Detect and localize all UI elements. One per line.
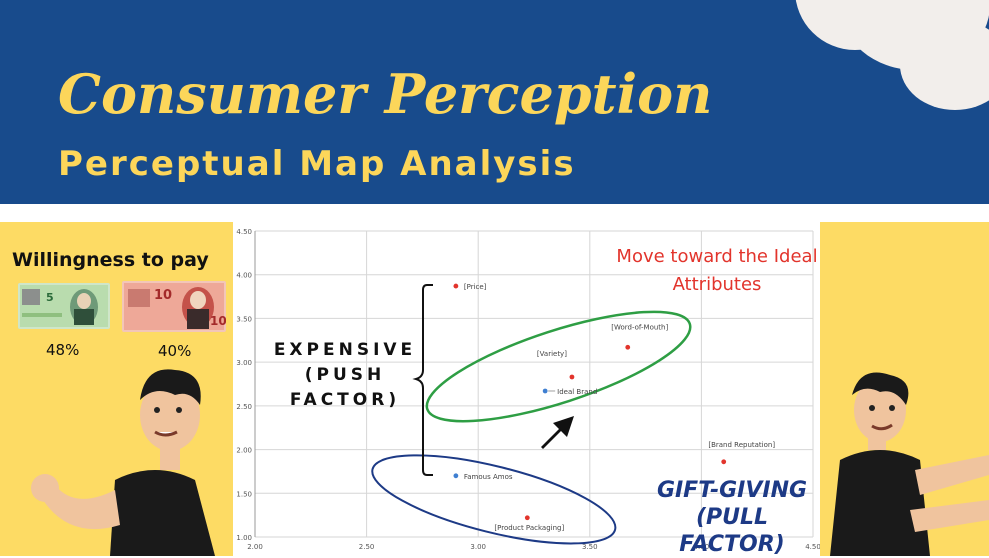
ten-dollar-note-image: 10 10: [122, 281, 226, 332]
y-tick-label: 3.50: [236, 315, 252, 323]
point-label: [Variety]: [537, 350, 567, 358]
pushing-man-illustration: [830, 372, 989, 556]
y-tick-label: 4.00: [236, 272, 252, 280]
five-dollar-percent: 48%: [46, 341, 80, 359]
ideal-group-ellipse: [425, 310, 692, 423]
point-brand-reputation: [721, 459, 727, 465]
svg-text:10: 10: [210, 314, 226, 328]
x-tick-label: 2.00: [247, 543, 263, 551]
famous-amos-group-ellipse: [371, 454, 617, 545]
svg-text:10: 10: [154, 288, 172, 303]
point-ideal-brand: [542, 388, 548, 394]
chart-background: [233, 222, 820, 556]
page-title: Consumer Perception: [58, 62, 713, 126]
point-variety: [569, 374, 575, 380]
thinking-man-illustration: [31, 369, 215, 556]
header-banner: [0, 0, 989, 204]
point-famous-amos: [453, 473, 459, 479]
y-tick-label: 2.00: [236, 447, 252, 455]
y-tick-label: 2.50: [236, 403, 252, 411]
point-label: Famous Amos: [464, 473, 513, 481]
x-tick-label: 4.00: [694, 543, 710, 551]
expensive-brace: [412, 284, 433, 476]
point-label: Ideal Brand: [557, 388, 597, 396]
expensive-annotation: EXPENSIVE (PUSH FACTOR): [273, 340, 417, 410]
y-tick-label: 1.50: [236, 490, 252, 498]
five-dollar-note-image: 5: [18, 283, 110, 329]
x-tick-label: 3.50: [582, 543, 598, 551]
y-tick-label: 4.50: [236, 228, 252, 236]
move-toward-ideal-annotation: Move toward the Ideal Attributes: [616, 246, 818, 295]
x-tick-label: 4.50: [805, 543, 820, 551]
point-product-packaging: [524, 515, 530, 521]
point-price: [453, 283, 459, 289]
page-subtitle: Perceptual Map Analysis: [58, 144, 576, 184]
cloud-decoration: [900, 20, 989, 110]
point-word-of-mouth: [625, 344, 631, 350]
arrow-icon: [541, 416, 574, 449]
gift-giving-annotation: GIFT-GIVING (PULL FACTOR): [656, 478, 808, 557]
x-tick-label: 2.50: [359, 543, 375, 551]
ten-dollar-percent: 40%: [158, 342, 192, 360]
point-label: [Price]: [464, 283, 487, 291]
point-label: [Product Packaging]: [494, 524, 564, 532]
x-tick-label: 3.00: [470, 543, 486, 551]
willingness-heading: Willingness to pay: [12, 249, 209, 271]
y-tick-label: 1.00: [236, 534, 252, 542]
y-tick-label: 3.00: [236, 359, 252, 367]
point-label: [Word-of-Mouth]: [611, 323, 668, 331]
svg-text:5: 5: [46, 291, 54, 304]
perceptual-map-chart: 2.00 2.50 3.00 3.50 4.00 4.50 1.00 1.50 2.00 2.50…: [236, 228, 820, 551]
point-label: [Brand Reputation]: [708, 441, 775, 449]
